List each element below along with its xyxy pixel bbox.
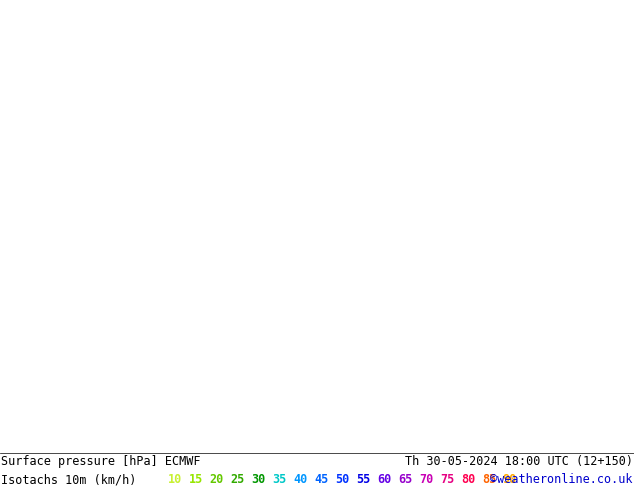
Text: 90: 90 bbox=[503, 473, 517, 487]
Text: Surface pressure [hPa] ECMWF: Surface pressure [hPa] ECMWF bbox=[1, 455, 201, 468]
Text: 65: 65 bbox=[398, 473, 412, 487]
Text: 55: 55 bbox=[356, 473, 370, 487]
Text: 80: 80 bbox=[461, 473, 475, 487]
Text: 10: 10 bbox=[168, 473, 182, 487]
Text: 60: 60 bbox=[377, 473, 391, 487]
Text: 25: 25 bbox=[231, 473, 245, 487]
Text: 40: 40 bbox=[294, 473, 307, 487]
Text: 35: 35 bbox=[273, 473, 287, 487]
Text: 30: 30 bbox=[252, 473, 266, 487]
Text: 50: 50 bbox=[335, 473, 349, 487]
Text: 70: 70 bbox=[419, 473, 433, 487]
Text: 75: 75 bbox=[440, 473, 454, 487]
Text: 15: 15 bbox=[189, 473, 203, 487]
Text: 45: 45 bbox=[314, 473, 328, 487]
Text: ©weatheronline.co.uk: ©weatheronline.co.uk bbox=[490, 473, 633, 487]
Text: Isotachs 10m (km/h): Isotachs 10m (km/h) bbox=[1, 473, 137, 487]
Text: Th 30-05-2024 18:00 UTC (12+150): Th 30-05-2024 18:00 UTC (12+150) bbox=[404, 455, 633, 468]
Text: 20: 20 bbox=[210, 473, 224, 487]
Text: 85: 85 bbox=[482, 473, 496, 487]
